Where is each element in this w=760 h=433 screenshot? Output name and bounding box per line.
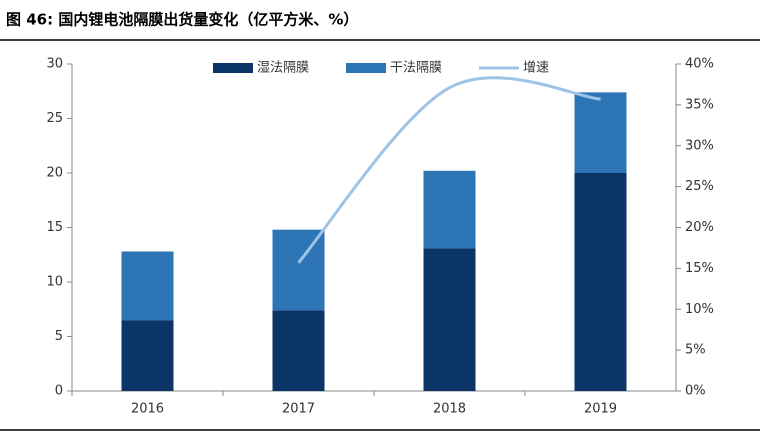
y2-tick-label: 20%	[685, 220, 714, 235]
legend-label: 湿法隔膜	[257, 61, 309, 76]
bar	[272, 310, 325, 391]
line	[297, 76, 601, 264]
y-tick-label: 10	[46, 275, 63, 290]
y2-tick-label: 5%	[685, 343, 706, 358]
bar	[574, 173, 627, 391]
y2-tick-label: 35%	[685, 97, 714, 112]
y2-tick-label: 30%	[685, 138, 714, 153]
y-tick-label: 5	[55, 329, 63, 344]
legend-label: 干法隔膜	[390, 61, 442, 76]
y-tick-label: 25	[46, 111, 63, 126]
y2-tick-label: 0%	[685, 384, 706, 399]
legend-swatch	[346, 63, 386, 73]
legend-swatch	[213, 63, 253, 73]
y-tick-label: 0	[55, 384, 63, 399]
bar	[272, 229, 325, 311]
x-tick-label: 2019	[584, 402, 617, 417]
y2-tick-label: 40%	[685, 57, 714, 72]
bar	[423, 170, 476, 249]
bar	[574, 92, 627, 173]
legend-label: 增速	[523, 61, 549, 76]
x-tick-label: 2016	[131, 402, 164, 417]
y2-tick-label: 25%	[685, 179, 714, 194]
y-tick-label: 30	[46, 57, 63, 72]
x-tick-label: 2017	[282, 402, 315, 417]
bar	[121, 251, 174, 321]
chart-title: 图 46: 国内锂电池隔膜出货量变化（亿平方米、%）	[6, 11, 358, 29]
y-tick-label: 15	[46, 220, 63, 235]
bar	[423, 248, 476, 391]
y-tick-label: 20	[46, 166, 63, 181]
y2-tick-label: 10%	[685, 302, 714, 317]
bar	[121, 320, 174, 391]
y2-tick-label: 15%	[685, 261, 714, 276]
x-tick-label: 2018	[433, 402, 466, 417]
